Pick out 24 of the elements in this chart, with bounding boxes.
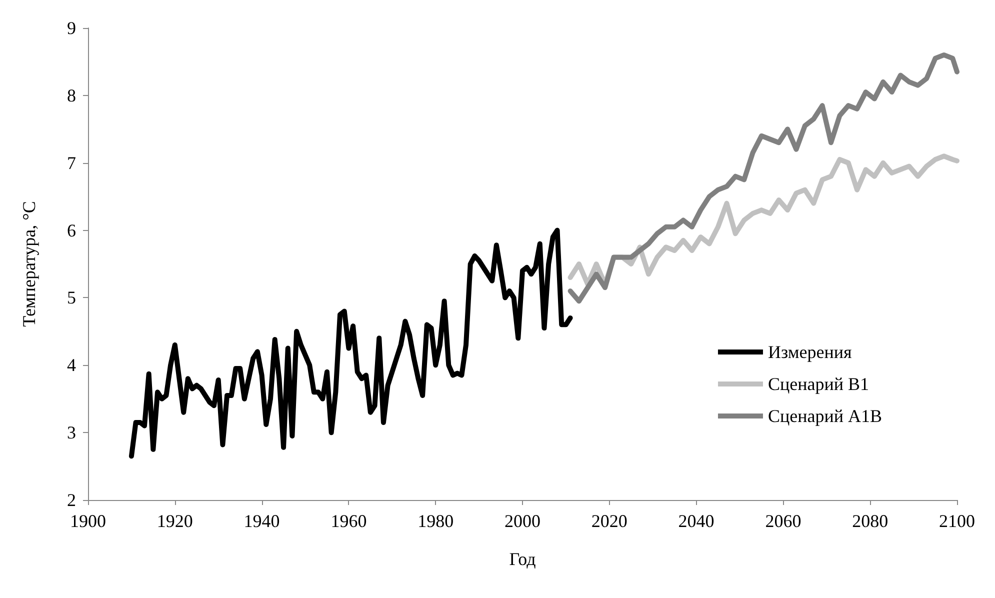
y-tick-label: 7: [67, 152, 76, 173]
legend-label: Сценарий B1: [768, 374, 870, 394]
legend-label: Измерения: [768, 342, 852, 362]
y-tick-label: 3: [67, 422, 76, 443]
y-tick-label: 9: [67, 18, 76, 38]
x-tick-label: 2040: [678, 511, 714, 531]
y-tick-label: 5: [67, 288, 76, 308]
x-tick-label: 1900: [70, 511, 106, 531]
y-tick-label: 2: [67, 490, 76, 510]
x-tick-label: 2000: [504, 511, 540, 531]
y-tick-label: 6: [67, 220, 76, 240]
x-tick-label: 1960: [330, 511, 367, 531]
y-tick-label: 8: [67, 85, 76, 106]
legend-label: Сценарий A1B: [768, 406, 882, 426]
x-tick-label: 1940: [244, 511, 280, 531]
x-tick-label: 1980: [418, 511, 454, 531]
x-tick-label: 2100: [939, 511, 975, 531]
x-tick-label: 2060: [765, 511, 802, 531]
x-tick-label: 1920: [156, 511, 193, 531]
x-tick-label: 2080: [852, 511, 888, 531]
x-tick-label: 2020: [591, 511, 628, 531]
y-tick-label: 4: [67, 355, 76, 376]
y-axis-title: Температура, °C: [19, 201, 39, 327]
x-axis-title: Год: [509, 549, 536, 569]
